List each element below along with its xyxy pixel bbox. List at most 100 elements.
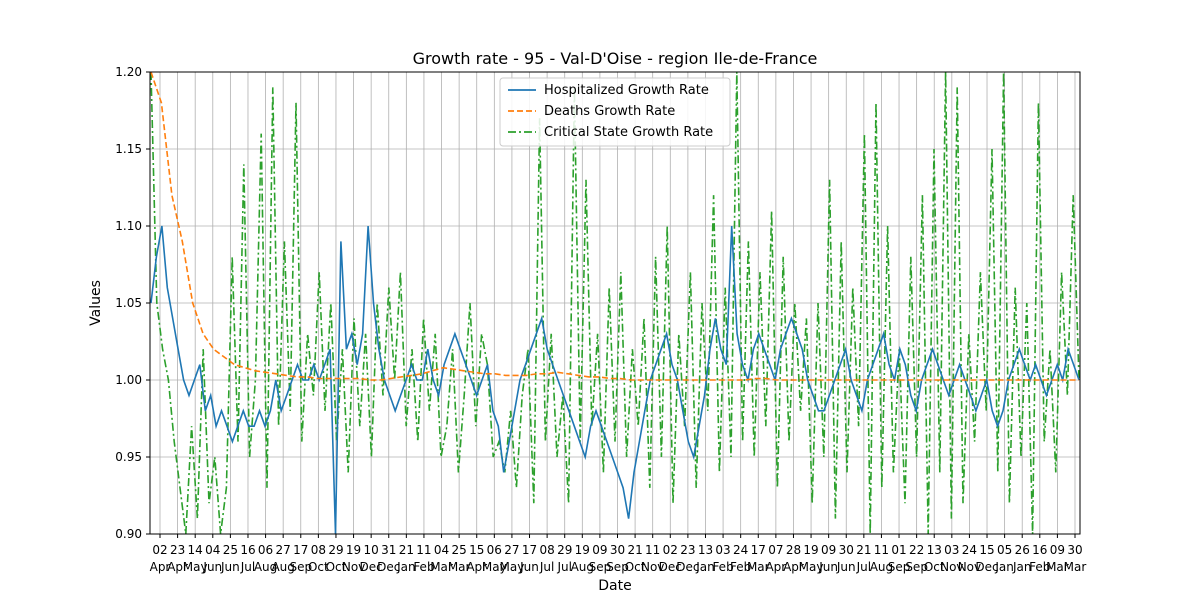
- x-tick-day-label: 21: [399, 543, 414, 557]
- x-tick-month-label: Jan: [396, 560, 416, 574]
- x-tick-day-label: 19: [575, 543, 590, 557]
- series-layer: [150, 72, 1080, 534]
- legend-box: [499, 77, 731, 147]
- x-tick-day-label: 27: [276, 543, 291, 557]
- x-tick-month-label: Dec: [659, 560, 682, 574]
- x-tick-day-label: 13: [698, 543, 713, 557]
- x-tick-day-label: 28: [786, 543, 801, 557]
- x-tick-month-label: Jul: [856, 560, 871, 574]
- x-tick-month-label: Jan: [695, 560, 715, 574]
- x-tick-month-label: Sep: [905, 560, 928, 574]
- x-tick-day-label: 17: [751, 543, 766, 557]
- x-tick-day-label: 30: [610, 543, 625, 557]
- y-tick-label: 1.00: [115, 373, 142, 387]
- x-tick-day-label: 30: [1067, 543, 1082, 557]
- y-tick-label: 1.20: [115, 65, 142, 79]
- legend-label-1: Deaths Growth Rate: [544, 104, 675, 119]
- x-tick-day-label: 31: [381, 543, 396, 557]
- x-tick-day-label: 29: [557, 543, 572, 557]
- x-tick-month-label: May: [183, 560, 208, 574]
- chart-title: Growth rate - 95 - Val-D'Oise - region I…: [413, 49, 818, 68]
- x-tick-month-label: Jun: [202, 560, 222, 574]
- x-tick-month-label: Oct: [625, 560, 646, 574]
- x-tick-month-label: Mar: [1064, 560, 1087, 574]
- x-tick-month-label: Dec: [377, 560, 400, 574]
- x-tick-day-label: 11: [874, 543, 889, 557]
- x-tick-month-label: Apr: [150, 560, 171, 574]
- x-tick-month-label: Jul: [539, 560, 554, 574]
- x-tick-month-label: Mar: [448, 560, 471, 574]
- series-line-0: [150, 225, 1080, 534]
- x-tick-day-label: 14: [188, 543, 203, 557]
- x-tick-day-label: 17: [293, 543, 308, 557]
- legend: Hospitalized Growth Rate Deaths Growth Ra…: [499, 77, 731, 147]
- x-tick-day-label: 17: [522, 543, 537, 557]
- x-tick-day-label: 03: [715, 543, 730, 557]
- x-tick-day-label: 13: [927, 543, 942, 557]
- x-tick-day-label: 19: [803, 543, 818, 557]
- x-tick-month-label: Apr: [765, 560, 786, 574]
- x-tick-day-label: 25: [451, 543, 466, 557]
- x-tick-month-label: May: [799, 560, 824, 574]
- x-tick-day-label: 16: [240, 543, 255, 557]
- x-tick-day-label: 29: [328, 543, 343, 557]
- x-tick-month-label: Oct: [326, 560, 347, 574]
- x-tick-month-label: Jul: [556, 560, 571, 574]
- x-tick-month-label: May: [500, 560, 525, 574]
- x-tick-day-label: 06: [258, 543, 273, 557]
- x-tick-day-label: 04: [205, 543, 220, 557]
- x-tick-month-label: Apr: [167, 560, 188, 574]
- x-tick-month-label: Nov: [342, 560, 365, 574]
- x-tick-day-label: 19: [346, 543, 361, 557]
- x-tick-month-label: Feb: [730, 560, 751, 574]
- y-tick-label: 1.15: [115, 142, 142, 156]
- x-tick-month-label: Mar: [430, 560, 453, 574]
- x-tick-day-label: 01: [891, 543, 906, 557]
- y-tick-label: 0.90: [115, 527, 142, 541]
- x-tick-day-label: 24: [962, 543, 977, 557]
- x-tick-day-label: 25: [223, 543, 238, 557]
- x-axis-ticks: 02Apr23Apr14May04Jun25Jun16Jul06Aug27Aug…: [150, 534, 1087, 574]
- legend-label-2: Critical State Growth Rate: [544, 125, 713, 140]
- y-tick-label: 0.95: [115, 450, 142, 464]
- x-tick-day-label: 03: [944, 543, 959, 557]
- x-tick-day-label: 09: [592, 543, 607, 557]
- x-tick-month-label: Nov: [940, 560, 963, 574]
- x-tick-month-label: Dec: [360, 560, 383, 574]
- x-tick-month-label: Jan: [1012, 560, 1032, 574]
- x-tick-month-label: Dec: [975, 560, 998, 574]
- x-tick-month-label: Oct: [308, 560, 329, 574]
- x-tick-month-label: Sep: [589, 560, 612, 574]
- x-tick-month-label: Jun: [836, 560, 856, 574]
- x-tick-month-label: Apr: [783, 560, 804, 574]
- series-line-2: [150, 72, 1080, 534]
- x-tick-month-label: Sep: [289, 560, 312, 574]
- series-line-1: [150, 72, 1079, 381]
- x-tick-month-label: May: [482, 560, 507, 574]
- x-tick-day-label: 15: [469, 543, 484, 557]
- x-tick-month-label: Mar: [1046, 560, 1069, 574]
- x-tick-month-label: Apr: [466, 560, 487, 574]
- x-tick-month-label: Dec: [676, 560, 699, 574]
- x-tick-day-label: 06: [487, 543, 502, 557]
- x-tick-day-label: 21: [856, 543, 871, 557]
- x-tick-day-label: 16: [1032, 543, 1047, 557]
- x-tick-day-label: 09: [1050, 543, 1065, 557]
- x-tick-month-label: Oct: [924, 560, 945, 574]
- x-grid: [159, 72, 1076, 534]
- x-tick-day-label: 07: [768, 543, 783, 557]
- x-tick-day-label: 23: [680, 543, 695, 557]
- x-tick-month-label: Sep: [888, 560, 911, 574]
- x-tick-day-label: 21: [627, 543, 642, 557]
- x-tick-day-label: 08: [539, 543, 554, 557]
- legend-label-0: Hospitalized Growth Rate: [544, 83, 709, 98]
- x-tick-month-label: Jun: [220, 560, 240, 574]
- x-tick-day-label: 04: [434, 543, 449, 557]
- x-tick-day-label: 08: [311, 543, 326, 557]
- x-tick-month-label: Nov: [958, 560, 981, 574]
- x-tick-day-label: 11: [416, 543, 431, 557]
- y-tick-label: 1.10: [115, 219, 142, 233]
- x-axis-label: Date: [598, 578, 631, 594]
- x-tick-day-label: 15: [979, 543, 994, 557]
- x-tick-month-label: Jun: [519, 560, 539, 574]
